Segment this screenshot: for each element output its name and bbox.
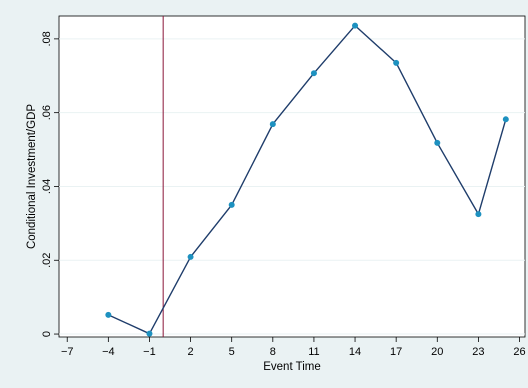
gridlines <box>59 38 525 335</box>
x-tick-label: 8 <box>270 346 276 358</box>
data-point <box>310 70 317 77</box>
data-point <box>434 139 441 146</box>
x-tick-label: 5 <box>229 346 235 358</box>
y-tick-label: .06 <box>41 105 53 120</box>
x-tick-label: −7 <box>61 346 74 358</box>
x-tick-label: −4 <box>102 346 115 358</box>
x-axis: −7 −4 −1 2 5 8 11 14 17 20 23 26 <box>61 337 526 358</box>
data-point <box>146 330 153 337</box>
data-point <box>393 59 400 66</box>
x-tick-label: −1 <box>143 346 156 358</box>
x-tick-label: 20 <box>431 346 443 358</box>
x-axis-label: Event Time <box>263 361 321 373</box>
x-tick-label: 26 <box>513 346 525 358</box>
data-point <box>475 211 482 218</box>
data-point <box>105 311 112 318</box>
x-tick-label: 17 <box>390 346 402 358</box>
x-tick-label: 2 <box>188 346 194 358</box>
data-point <box>502 116 509 123</box>
plot-area <box>58 15 526 338</box>
data-point <box>269 121 276 128</box>
y-tick-label: .08 <box>41 31 53 46</box>
y-tick-label: 0 <box>41 331 53 337</box>
y-tick-label: .04 <box>41 179 53 194</box>
data-point <box>352 22 359 29</box>
data-series <box>105 22 509 337</box>
data-point <box>187 253 194 260</box>
data-point <box>228 201 235 208</box>
x-tick-label: 14 <box>349 346 361 358</box>
y-tick-label: .02 <box>41 253 53 268</box>
y-axis: 0 .02 .04 .06 .08 <box>41 31 59 337</box>
y-axis-label: Conditional Investment/GDP <box>26 104 38 249</box>
x-tick-label: 11 <box>308 346 319 358</box>
x-tick-label: 23 <box>472 346 484 358</box>
